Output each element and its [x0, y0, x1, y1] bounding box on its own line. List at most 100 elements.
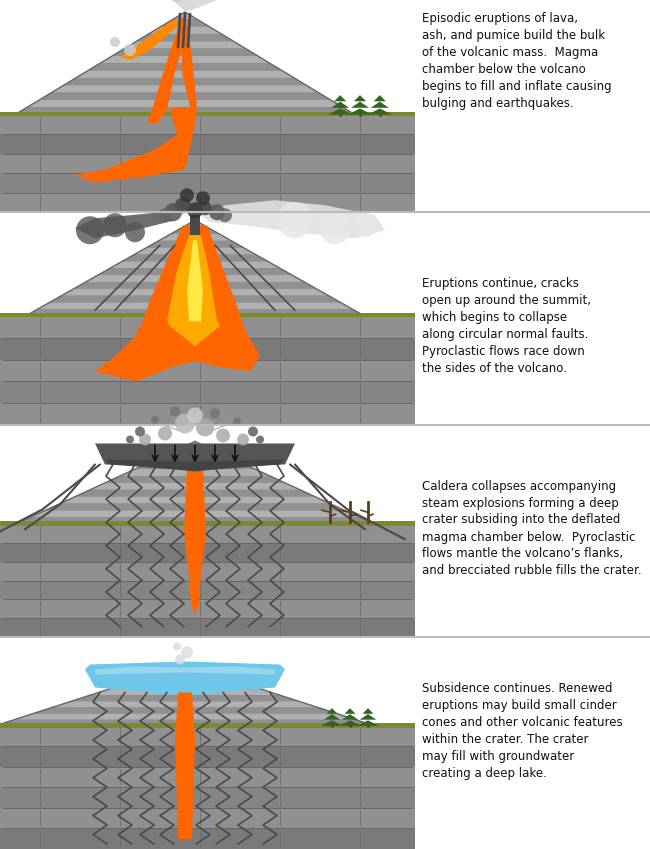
Polygon shape [105, 476, 285, 483]
Bar [0, 0, 650, 212]
Bar [0, 524, 415, 543]
Circle shape [164, 203, 182, 222]
Polygon shape [334, 95, 346, 101]
Bar [0, 212, 650, 424]
Circle shape [126, 436, 134, 443]
Circle shape [233, 418, 241, 425]
Circle shape [196, 419, 214, 436]
Polygon shape [354, 95, 366, 101]
Text: Caldera collapses accompanying
steam explosions forming a deep
crater subsiding : Caldera collapses accompanying steam exp… [422, 480, 642, 577]
Polygon shape [351, 102, 369, 108]
Polygon shape [182, 17, 197, 107]
Polygon shape [75, 70, 294, 78]
Bar [0, 111, 415, 115]
Polygon shape [326, 708, 337, 714]
Circle shape [210, 408, 220, 419]
Circle shape [353, 213, 377, 237]
Polygon shape [124, 42, 246, 48]
Bar [0, 403, 415, 424]
Circle shape [256, 436, 264, 443]
Polygon shape [95, 225, 260, 381]
Polygon shape [14, 714, 356, 720]
Bar [0, 618, 415, 637]
Polygon shape [344, 708, 356, 714]
Polygon shape [342, 714, 358, 720]
Bar [0, 193, 415, 212]
Bar [0, 562, 415, 581]
Polygon shape [15, 12, 355, 115]
Polygon shape [120, 469, 270, 476]
Polygon shape [62, 289, 328, 295]
Circle shape [124, 44, 136, 56]
Polygon shape [112, 48, 258, 56]
Polygon shape [135, 248, 255, 255]
Polygon shape [339, 720, 361, 726]
Polygon shape [173, 12, 197, 20]
Bar [0, 173, 415, 193]
Circle shape [151, 415, 159, 424]
Polygon shape [374, 95, 386, 101]
Polygon shape [109, 683, 261, 689]
Bar [0, 0, 415, 212]
Bar [190, 216, 200, 235]
Polygon shape [149, 26, 222, 34]
Polygon shape [25, 220, 365, 317]
Bar [0, 808, 415, 829]
Circle shape [181, 646, 193, 659]
Polygon shape [85, 661, 285, 695]
Polygon shape [357, 720, 379, 726]
Circle shape [187, 408, 203, 424]
Polygon shape [88, 64, 282, 70]
Polygon shape [348, 109, 372, 115]
Polygon shape [52, 701, 318, 707]
Circle shape [180, 188, 194, 202]
Polygon shape [331, 102, 349, 108]
Circle shape [175, 413, 195, 434]
Bar [0, 788, 415, 808]
Polygon shape [95, 666, 275, 674]
Polygon shape [27, 100, 343, 107]
Circle shape [167, 0, 187, 2]
Polygon shape [363, 708, 374, 714]
Bar [0, 581, 415, 599]
Polygon shape [71, 695, 299, 701]
Polygon shape [165, 448, 225, 455]
Bar [0, 313, 415, 318]
Circle shape [135, 426, 145, 436]
Circle shape [158, 208, 172, 222]
Polygon shape [75, 490, 315, 497]
Polygon shape [15, 441, 375, 524]
Polygon shape [95, 443, 295, 468]
Bar [0, 722, 415, 728]
Polygon shape [60, 497, 330, 503]
Polygon shape [64, 78, 306, 85]
Polygon shape [161, 20, 209, 26]
Polygon shape [120, 17, 182, 60]
Polygon shape [15, 517, 375, 524]
Polygon shape [150, 455, 240, 462]
Polygon shape [135, 462, 255, 469]
Polygon shape [167, 235, 220, 346]
Polygon shape [0, 665, 375, 726]
Circle shape [248, 426, 258, 436]
Circle shape [209, 205, 225, 220]
Polygon shape [49, 295, 341, 302]
Polygon shape [147, 17, 188, 124]
Circle shape [218, 208, 232, 222]
Bar [0, 338, 415, 360]
Polygon shape [73, 282, 317, 289]
Circle shape [187, 202, 203, 218]
Polygon shape [170, 107, 197, 149]
Polygon shape [136, 34, 233, 42]
Text: Episodic eruptions of lava,
ash, and pumice build the bulk
of the volcanic mass.: Episodic eruptions of lava, ash, and pum… [422, 12, 612, 110]
Bar [0, 115, 415, 134]
Circle shape [175, 197, 191, 213]
Polygon shape [37, 302, 353, 309]
Polygon shape [146, 241, 244, 248]
Polygon shape [183, 220, 207, 227]
Circle shape [319, 212, 351, 245]
Circle shape [198, 201, 212, 216]
Polygon shape [166, 665, 204, 671]
Polygon shape [328, 109, 352, 115]
Circle shape [110, 37, 120, 47]
